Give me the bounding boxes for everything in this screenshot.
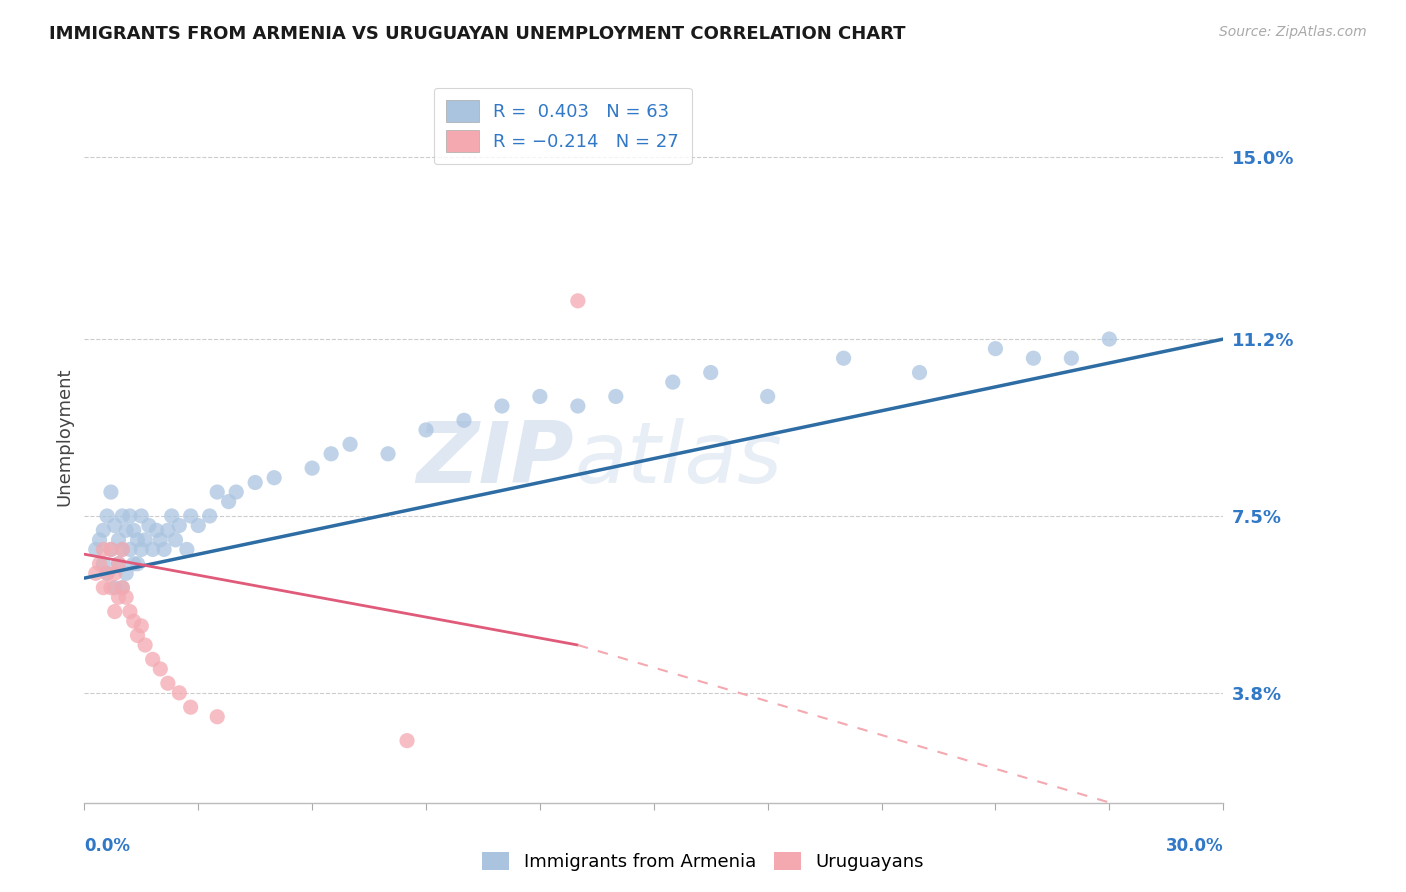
Point bbox=[127, 557, 149, 571]
Point bbox=[89, 533, 111, 547]
Point bbox=[127, 533, 149, 547]
Point bbox=[111, 542, 134, 557]
Point bbox=[122, 614, 145, 628]
Point bbox=[453, 413, 475, 427]
Point bbox=[104, 581, 127, 595]
Y-axis label: Unemployment: Unemployment bbox=[55, 368, 73, 507]
Point bbox=[207, 710, 229, 724]
Point bbox=[111, 581, 134, 595]
Point bbox=[107, 591, 129, 605]
Point bbox=[145, 524, 167, 538]
Point bbox=[377, 447, 399, 461]
Point bbox=[169, 686, 191, 700]
Point bbox=[89, 557, 111, 571]
Point bbox=[100, 581, 122, 595]
Point bbox=[160, 508, 183, 523]
Point bbox=[908, 366, 931, 380]
Point bbox=[187, 518, 209, 533]
Point bbox=[134, 638, 156, 652]
Point bbox=[662, 375, 685, 389]
Point bbox=[107, 533, 129, 547]
Point bbox=[700, 366, 723, 380]
Point bbox=[984, 342, 1007, 356]
Point bbox=[100, 542, 122, 557]
Point bbox=[756, 389, 779, 403]
Point bbox=[1060, 351, 1083, 366]
Point bbox=[93, 581, 115, 595]
Point bbox=[142, 542, 165, 557]
Point bbox=[118, 605, 141, 619]
Point bbox=[104, 605, 127, 619]
Point bbox=[225, 485, 247, 500]
Point bbox=[100, 485, 122, 500]
Point bbox=[245, 475, 267, 490]
Point bbox=[415, 423, 437, 437]
Point bbox=[107, 557, 129, 571]
Point bbox=[107, 557, 129, 571]
Point bbox=[156, 676, 179, 690]
Point bbox=[176, 542, 198, 557]
Point bbox=[321, 447, 343, 461]
Point bbox=[100, 542, 122, 557]
Point bbox=[529, 389, 551, 403]
Point bbox=[198, 508, 221, 523]
Point bbox=[111, 542, 134, 557]
Point bbox=[156, 524, 179, 538]
Point bbox=[396, 733, 419, 747]
Point bbox=[104, 566, 127, 581]
Text: ZIP: ZIP bbox=[416, 417, 574, 500]
Point bbox=[339, 437, 361, 451]
Point bbox=[567, 293, 589, 308]
Point bbox=[567, 399, 589, 413]
Point bbox=[111, 581, 134, 595]
Text: atlas: atlas bbox=[574, 417, 782, 500]
Legend: Immigrants from Armenia, Uruguayans: Immigrants from Armenia, Uruguayans bbox=[475, 845, 931, 879]
Point bbox=[605, 389, 627, 403]
Point bbox=[153, 542, 176, 557]
Legend: R =  0.403   N = 63, R = −0.214   N = 27: R = 0.403 N = 63, R = −0.214 N = 27 bbox=[433, 87, 692, 164]
Text: IMMIGRANTS FROM ARMENIA VS URUGUAYAN UNEMPLOYMENT CORRELATION CHART: IMMIGRANTS FROM ARMENIA VS URUGUAYAN UNE… bbox=[49, 25, 905, 43]
Point bbox=[165, 533, 187, 547]
Point bbox=[134, 533, 156, 547]
Text: 30.0%: 30.0% bbox=[1166, 837, 1223, 855]
Point bbox=[832, 351, 855, 366]
Point bbox=[131, 508, 153, 523]
Point bbox=[122, 557, 145, 571]
Point bbox=[127, 628, 149, 642]
Point bbox=[180, 508, 202, 523]
Point bbox=[115, 524, 138, 538]
Point bbox=[180, 700, 202, 714]
Point bbox=[491, 399, 513, 413]
Point bbox=[93, 524, 115, 538]
Point bbox=[131, 619, 153, 633]
Point bbox=[149, 533, 172, 547]
Point bbox=[301, 461, 323, 475]
Point bbox=[218, 494, 240, 508]
Point bbox=[207, 485, 229, 500]
Point bbox=[93, 557, 115, 571]
Point bbox=[104, 518, 127, 533]
Point bbox=[118, 508, 141, 523]
Point bbox=[96, 566, 118, 581]
Point bbox=[1022, 351, 1045, 366]
Point bbox=[1098, 332, 1121, 346]
Point bbox=[122, 524, 145, 538]
Point bbox=[263, 471, 285, 485]
Point bbox=[118, 542, 141, 557]
Point bbox=[111, 508, 134, 523]
Point bbox=[169, 518, 191, 533]
Point bbox=[131, 542, 153, 557]
Point bbox=[149, 662, 172, 676]
Text: 0.0%: 0.0% bbox=[84, 837, 131, 855]
Point bbox=[93, 542, 115, 557]
Point bbox=[96, 508, 118, 523]
Point bbox=[84, 542, 107, 557]
Point bbox=[138, 518, 160, 533]
Point bbox=[96, 566, 118, 581]
Point bbox=[142, 652, 165, 666]
Point bbox=[115, 566, 138, 581]
Point bbox=[115, 591, 138, 605]
Text: Source: ZipAtlas.com: Source: ZipAtlas.com bbox=[1219, 25, 1367, 39]
Point bbox=[84, 566, 107, 581]
